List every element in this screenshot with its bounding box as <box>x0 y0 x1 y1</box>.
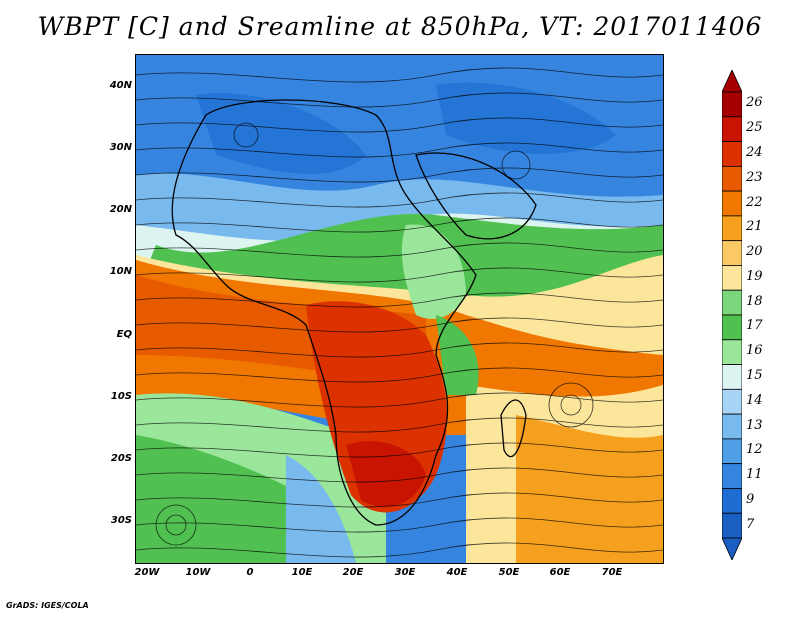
colorbar-swatch <box>722 116 742 142</box>
lon-label: 60E <box>549 567 571 578</box>
lat-label: 10S <box>110 391 132 402</box>
colorbar-swatch <box>722 488 742 514</box>
colorbar-label: 13 <box>746 417 763 433</box>
colorbar-swatch <box>722 215 742 242</box>
lon-label: 50E <box>498 567 520 578</box>
colorbar-swatch <box>722 512 742 539</box>
lat-label: 30S <box>110 515 132 526</box>
colorbar-label: 19 <box>746 268 763 284</box>
lon-label: 0 <box>246 567 254 578</box>
colorbar-swatch <box>722 289 742 316</box>
colorbar-label: 15 <box>746 367 763 383</box>
colorbar-label: 23 <box>746 169 763 185</box>
lon-label: 30E <box>394 567 416 578</box>
colorbar-swatch <box>722 165 742 192</box>
lon-label: 10W <box>185 567 211 578</box>
colorbar-label: 16 <box>746 343 763 359</box>
colorbar-label: 17 <box>746 318 763 334</box>
lat-label: 30N <box>109 142 132 153</box>
colorbar-swatch <box>722 265 742 291</box>
lat-label: 20S <box>110 453 132 464</box>
lon-label: 10E <box>291 567 313 578</box>
colorbar-swatch <box>722 438 742 465</box>
colorbar-label: 22 <box>746 194 763 210</box>
colorbar-swatch <box>722 314 742 341</box>
temperature-field <box>136 55 663 563</box>
lon-label: 70E <box>601 567 623 578</box>
colorbar-swatch <box>722 413 742 440</box>
map-area <box>135 54 664 564</box>
colorbar-swatch <box>722 240 742 266</box>
map-title: WBPT [C] and Sreamline at 850hPa, VT: 20… <box>37 12 763 41</box>
colorbar-label: 14 <box>746 392 763 408</box>
colorbar-label: 11 <box>746 467 763 483</box>
colorbar-swatch <box>722 141 742 167</box>
colorbar-label: 25 <box>746 120 763 136</box>
colorbar-swatch <box>722 388 742 415</box>
credit-label: GrADS: IGES/COLA <box>6 601 89 610</box>
colorbar-swatch <box>722 463 742 489</box>
colorbar-label: 9 <box>746 491 755 507</box>
colorbar <box>722 70 742 560</box>
colorbar-label: 18 <box>746 293 763 309</box>
colorbar-swatch <box>722 190 742 217</box>
colorbar-swatch <box>722 91 742 118</box>
lon-label: 40E <box>446 567 468 578</box>
streamlines-overlay <box>136 67 663 558</box>
colorbar-top-arrow <box>722 70 742 93</box>
colorbar-label: 26 <box>746 95 763 111</box>
colorbar-label: 24 <box>746 144 763 160</box>
lat-label: 10N <box>109 266 132 277</box>
lon-label: 20E <box>342 567 364 578</box>
lat-label: 20N <box>109 204 132 215</box>
colorbar-label: 7 <box>746 516 755 532</box>
colorbar-label: 12 <box>746 442 763 458</box>
colorbar-bottom-arrow <box>722 537 742 560</box>
colorbar-swatch <box>722 364 742 390</box>
lat-label: 40N <box>109 80 132 91</box>
colorbar-label: 21 <box>746 219 763 235</box>
colorbar-label: 20 <box>746 244 763 260</box>
lat-label: EQ <box>116 329 132 340</box>
colorbar-swatch <box>722 339 742 365</box>
lon-label: 20W <box>134 567 160 578</box>
